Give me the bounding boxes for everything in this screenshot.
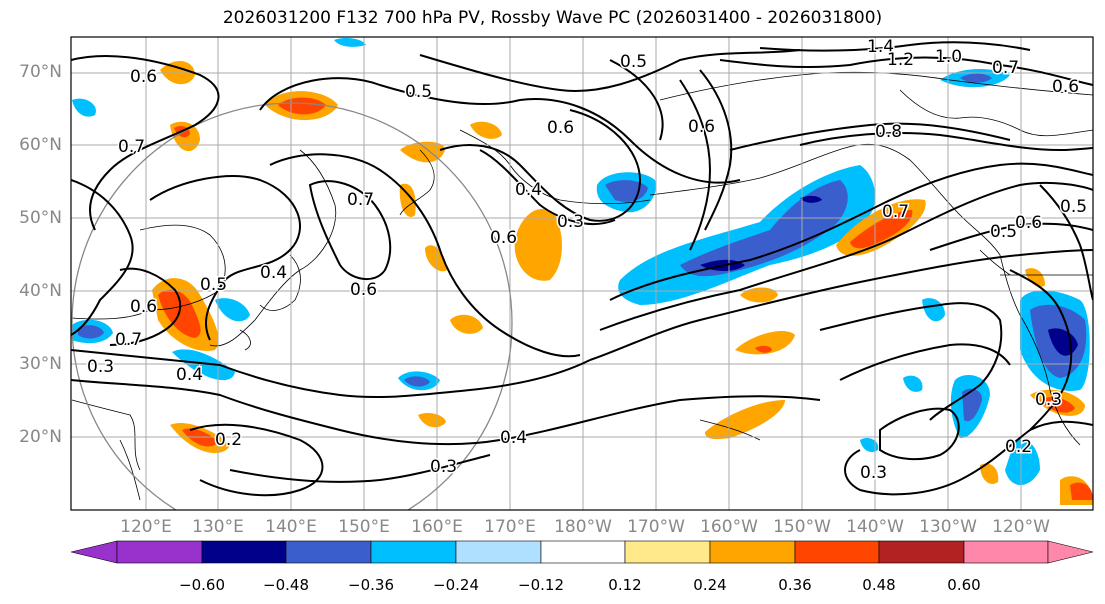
map-title: 2026031200 F132 700 hPa PV, Rossby Wave …: [222, 8, 883, 28]
lon-label: 120°W: [992, 517, 1050, 537]
contour-label: 0.6: [490, 228, 517, 248]
colorbar-segment: [963, 540, 1049, 564]
colorbar-segment: [370, 540, 457, 564]
contour-label: 0.2: [1005, 437, 1032, 457]
lon-label: 150°E: [338, 517, 390, 537]
lon-label: 180°W: [554, 517, 612, 537]
contour-label: 0.7: [118, 137, 145, 157]
lon-label: 160°W: [700, 517, 758, 537]
contour-label: 0.6: [547, 118, 574, 138]
map-frame: [70, 36, 1094, 511]
colorbar-tick-label: 0.60: [947, 576, 981, 594]
contour-label: 0.6: [688, 117, 715, 137]
contour-label: 0.6: [130, 297, 157, 317]
lon-label: 160°E: [411, 517, 463, 537]
contour-label: 0.2: [215, 430, 242, 450]
colorbar-segment: [540, 540, 626, 564]
colorbar-segment: [709, 540, 796, 564]
contour-label: 0.6: [1052, 77, 1079, 97]
colorbar-tick-label: 0.36: [778, 576, 812, 594]
lon-label: 130°E: [192, 517, 244, 537]
colorbar-tick-label: −0.48: [263, 576, 309, 594]
colorbar-segment: [455, 540, 542, 564]
lon-label: 120°E: [120, 517, 172, 537]
colorbar-tick-label: −0.12: [518, 576, 564, 594]
contour-label: 0.4: [176, 365, 203, 385]
lon-label: 150°W: [773, 517, 831, 537]
colorbar-segment: [116, 540, 203, 564]
contour-label: 1.0: [935, 47, 962, 67]
lon-label: 130°W: [919, 517, 977, 537]
lat-label: 40°N: [19, 281, 62, 301]
contour-label: 0.3: [1035, 390, 1062, 410]
contour-label: 0.5: [620, 52, 647, 72]
contour-label: 0.7: [882, 202, 909, 222]
lat-label: 60°N: [19, 135, 62, 155]
contour-label: 0.5: [405, 82, 432, 102]
contour-label: 0.4: [500, 428, 527, 448]
colorbar-segment: [285, 540, 372, 564]
lon-label: 170°E: [484, 517, 536, 537]
contour-label: 0.3: [557, 212, 584, 232]
colorbar-segment: [794, 540, 880, 564]
contour-label: 0.6: [1015, 213, 1042, 233]
colorbar-tick-label: 0.12: [608, 576, 642, 594]
colorbar-segment: [624, 540, 711, 564]
contour-label: 1.2: [887, 50, 914, 70]
contour-label: 0.5: [1060, 197, 1087, 217]
contour-label: 0.4: [260, 263, 287, 283]
contour-label: 0.8: [875, 122, 902, 142]
colorbar: [70, 540, 1094, 564]
contour-label: 0.6: [130, 67, 157, 87]
colorbar-tick-label: 0.48: [862, 576, 896, 594]
contour-label: 0.6: [350, 280, 377, 300]
colorbar-tick-label: 0.24: [693, 576, 727, 594]
lon-label: 140°E: [265, 517, 317, 537]
contour-label: 0.7: [115, 330, 142, 350]
lon-label: 140°W: [846, 517, 904, 537]
contour-labels: 0.6 0.5 0.5 0.6 0.6 1.4 1.2 1.0 0.7 0.6 …: [86, 36, 1089, 485]
colorbar-tick-label: −0.60: [179, 576, 225, 594]
lat-label: 50°N: [19, 208, 62, 228]
pv-contours: [71, 41, 1093, 497]
lat-label: 70°N: [19, 62, 62, 82]
colorbar-over-arrow: [1047, 540, 1094, 564]
reference-circle: [71, 102, 513, 510]
contour-label: 0.3: [860, 463, 887, 483]
coastlines: [71, 71, 1093, 501]
contour-label: 0.3: [87, 357, 114, 377]
colorbar-segment: [878, 540, 965, 564]
colorbar-segment: [201, 540, 287, 564]
colorbar-under-arrow: [70, 540, 118, 564]
colorbar-tick-label: −0.24: [433, 576, 479, 594]
lat-label: 30°N: [19, 354, 62, 374]
contour-label: 0.5: [200, 275, 227, 295]
colorbar-tick-label: −0.36: [348, 576, 394, 594]
grid-lines: [71, 37, 1093, 510]
contour-label: 1.4: [867, 37, 894, 57]
contour-label: 0.7: [347, 190, 374, 210]
lat-label: 20°N: [19, 427, 62, 447]
contour-label: 0.5: [990, 222, 1017, 242]
contour-label: 0.3: [430, 457, 457, 477]
contour-label: 0.4: [515, 180, 542, 200]
contour-label: 0.7: [992, 58, 1019, 78]
lon-label: 170°W: [627, 517, 685, 537]
